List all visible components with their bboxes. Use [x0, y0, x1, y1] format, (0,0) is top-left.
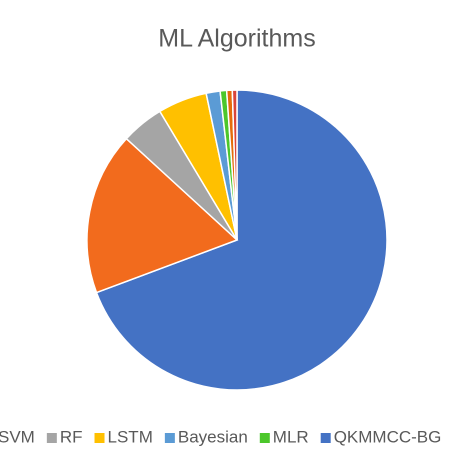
legend-marker — [259, 433, 270, 443]
legend-text: LSTM — [108, 427, 153, 446]
legend-marker — [164, 433, 175, 443]
pie-slice — [231, 89, 238, 241]
legend-marker — [320, 433, 331, 443]
legend-text: RF — [60, 427, 83, 446]
legend-text: Bayesian — [178, 427, 248, 446]
pie-slice — [95, 89, 388, 391]
legend-text: QKMMCC-BG — [334, 427, 442, 446]
legend-text: SVM — [0, 427, 35, 446]
pie-slice — [86, 137, 239, 294]
legend-marker — [46, 433, 57, 443]
legend-marker — [94, 433, 105, 443]
legend-text: MLR — [273, 427, 309, 446]
chart-title: ML Algorithms — [158, 25, 315, 53]
